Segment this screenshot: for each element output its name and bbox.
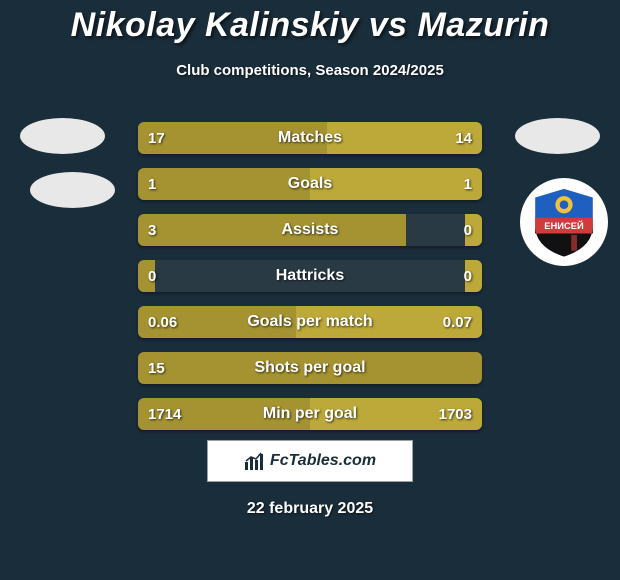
stat-bar-left bbox=[138, 260, 155, 292]
stat-row: Hattricks00 bbox=[138, 260, 482, 292]
stat-bar-right bbox=[310, 398, 482, 430]
club-badge-text: ЕНИСЕЙ bbox=[544, 220, 584, 231]
stat-bar-right bbox=[465, 260, 482, 292]
player-right-logo-placeholder bbox=[515, 118, 600, 154]
stat-bar-right bbox=[465, 214, 482, 246]
club-badge-icon: ЕНИСЕЙ bbox=[528, 186, 600, 258]
club-badge: ЕНИСЕЙ bbox=[520, 178, 608, 266]
stat-bar-left bbox=[138, 352, 482, 384]
brand-chart-icon bbox=[244, 451, 264, 471]
stat-row: Shots per goal15 bbox=[138, 352, 482, 384]
stat-row: Goals11 bbox=[138, 168, 482, 200]
stat-bar-right bbox=[327, 122, 482, 154]
player-left-logo-placeholder-2 bbox=[30, 172, 115, 208]
stat-bars: Matches1714 Goals11 Assists30 Hattricks00 Go… bbox=[138, 122, 482, 444]
stat-bar-left bbox=[138, 398, 310, 430]
footer-date: 22 february 2025 bbox=[0, 500, 620, 518]
stat-row: Min per goal17141703 bbox=[138, 398, 482, 430]
stat-bar-left bbox=[138, 306, 296, 338]
stat-bar-left bbox=[138, 168, 310, 200]
brand-text: FcTables.com bbox=[270, 452, 376, 470]
stat-row: Matches1714 bbox=[138, 122, 482, 154]
stat-bar-right bbox=[310, 168, 482, 200]
player-left-logo-placeholder bbox=[20, 118, 105, 154]
stat-bar-left bbox=[138, 122, 327, 154]
stat-bar-right bbox=[296, 306, 482, 338]
stat-row: Assists30 bbox=[138, 214, 482, 246]
page-subtitle: Club competitions, Season 2024/2025 bbox=[0, 62, 620, 79]
brand-box: FcTables.com bbox=[207, 440, 413, 482]
page-title: Nikolay Kalinskiy vs Mazurin bbox=[0, 6, 620, 45]
stat-bar-left bbox=[138, 214, 406, 246]
stat-row: Goals per match0.060.07 bbox=[138, 306, 482, 338]
stat-label: Hattricks bbox=[138, 260, 482, 292]
